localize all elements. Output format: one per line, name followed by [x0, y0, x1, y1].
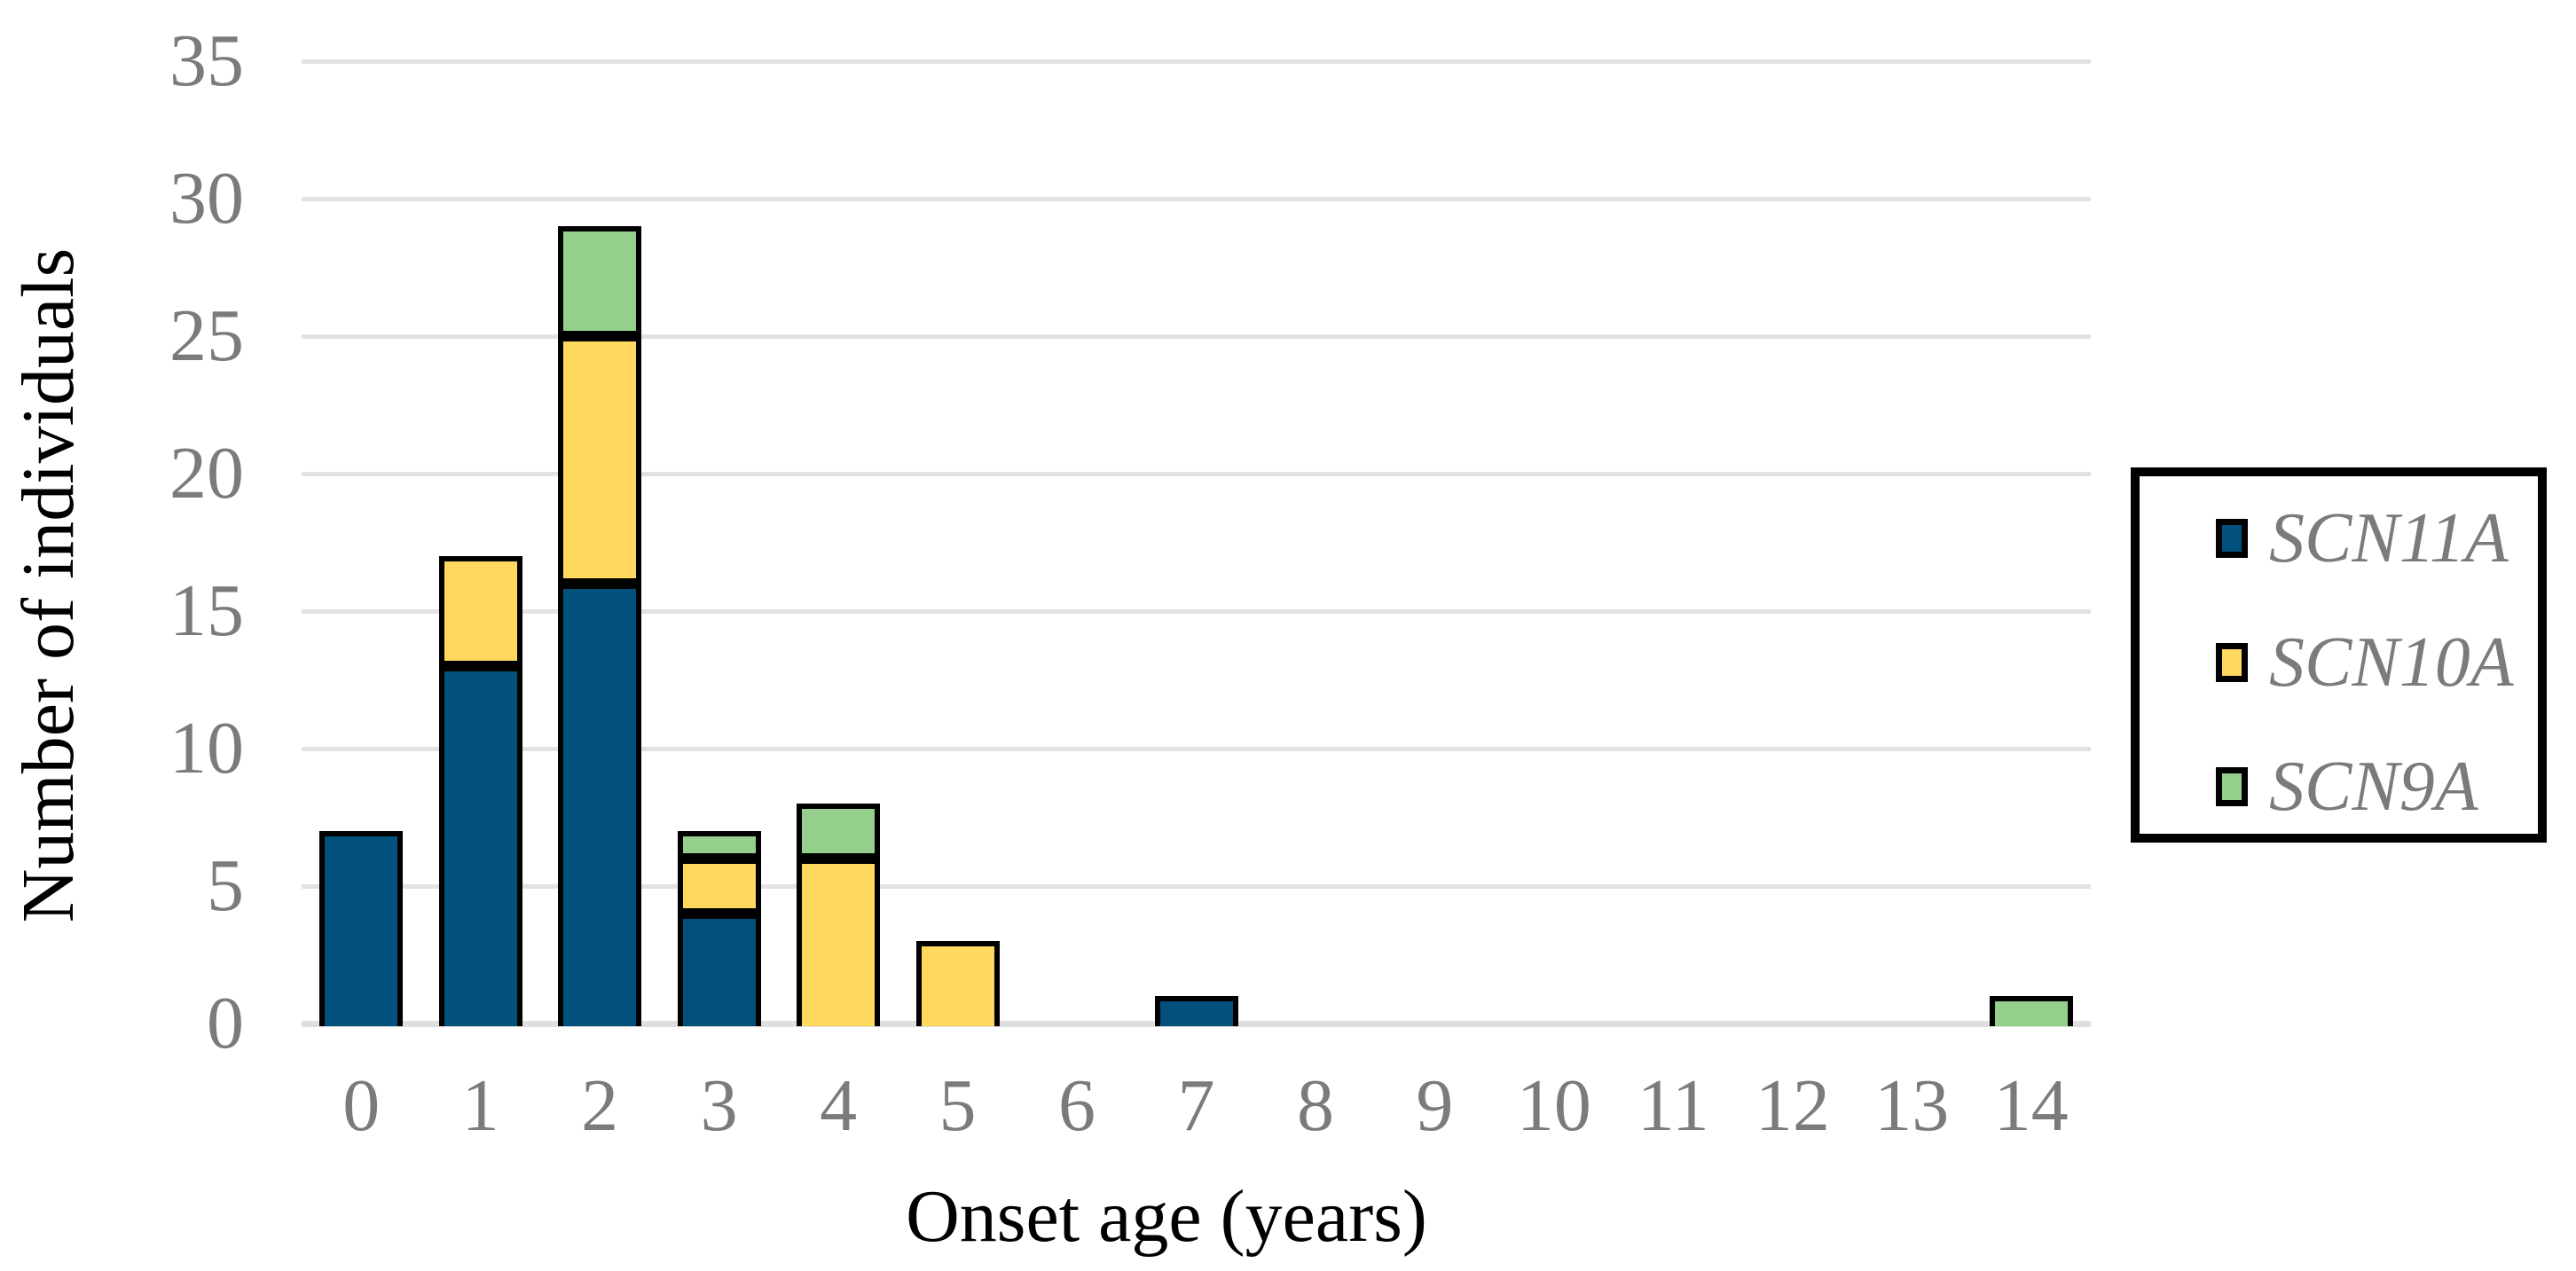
legend-swatch-SCN11A [2216, 519, 2248, 558]
x-axis-title: Onset age (years) [906, 1175, 1427, 1258]
legend-swatch-SCN10A [2216, 643, 2248, 682]
x-tick-label: 11 [1637, 1064, 1709, 1147]
bar-segment-SCN10A-age-2 [558, 336, 642, 584]
bar-segment-SCN11A-age-2 [558, 584, 642, 1026]
bar-segment-SCN11A-age-7 [1154, 996, 1238, 1026]
gridline [302, 197, 2091, 201]
bar-segment-SCN11A-age-0 [319, 831, 404, 1026]
y-tick-label: 15 [169, 569, 244, 652]
bar-segment-SCN10A-age-4 [797, 859, 881, 1026]
legend-swatch-SCN9A [2216, 767, 2248, 806]
x-tick-label: 4 [820, 1064, 858, 1147]
y-tick-label: 0 [207, 982, 244, 1064]
x-tick-label: 10 [1516, 1064, 1591, 1147]
legend: SCN11A SCN10A SCN9A [2131, 467, 2547, 843]
y-tick-label: 10 [169, 707, 244, 789]
bar-segment-SCN9A-age-4 [797, 804, 881, 859]
x-tick-label: 14 [1993, 1064, 2069, 1147]
legend-label-SCN9A: SCN9A [2269, 748, 2478, 826]
y-tick-label: 25 [169, 294, 244, 377]
x-tick-label: 3 [700, 1064, 738, 1147]
gridline [302, 747, 2091, 751]
y-tick-label: 30 [169, 157, 244, 239]
x-tick-label: 7 [1177, 1064, 1215, 1147]
legend-label-SCN11A: SCN11A [2269, 499, 2509, 577]
x-tick-label: 2 [581, 1064, 619, 1147]
x-tick-label: 12 [1755, 1064, 1830, 1147]
legend-entry-SCN9A: SCN9A [2216, 742, 2478, 831]
bar-segment-SCN11A-age-1 [438, 666, 522, 1026]
bar-segment-SCN10A-age-1 [438, 556, 522, 666]
x-tick-label: 6 [1058, 1064, 1096, 1147]
x-tick-label: 1 [461, 1064, 499, 1147]
gridline [302, 59, 2091, 64]
x-tick-label: 8 [1296, 1064, 1334, 1147]
gridline [302, 884, 2091, 889]
legend-label-SCN10A: SCN10A [2269, 624, 2514, 702]
y-tick-label: 5 [207, 844, 244, 927]
gridline [302, 472, 2091, 476]
bar-segment-SCN11A-age-3 [677, 914, 761, 1026]
x-tick-label: 13 [1874, 1064, 1950, 1147]
x-tick-label: 9 [1416, 1064, 1454, 1147]
y-tick-label: 35 [169, 20, 244, 102]
legend-entry-SCN11A: SCN11A [2216, 494, 2509, 583]
bar-segment-SCN9A-age-3 [677, 831, 761, 859]
bar-segment-SCN10A-age-3 [677, 859, 761, 914]
bar-segment-SCN10A-age-5 [915, 941, 1000, 1026]
x-tick-label: 5 [939, 1064, 977, 1147]
y-tick-label: 20 [169, 432, 244, 514]
bar-segment-SCN9A-age-2 [558, 226, 642, 336]
x-tick-label: 0 [342, 1064, 381, 1147]
legend-entry-SCN10A: SCN10A [2216, 618, 2514, 707]
gridline [302, 609, 2091, 614]
gridline [302, 334, 2091, 339]
bar-segment-SCN9A-age-14 [1989, 996, 2073, 1026]
